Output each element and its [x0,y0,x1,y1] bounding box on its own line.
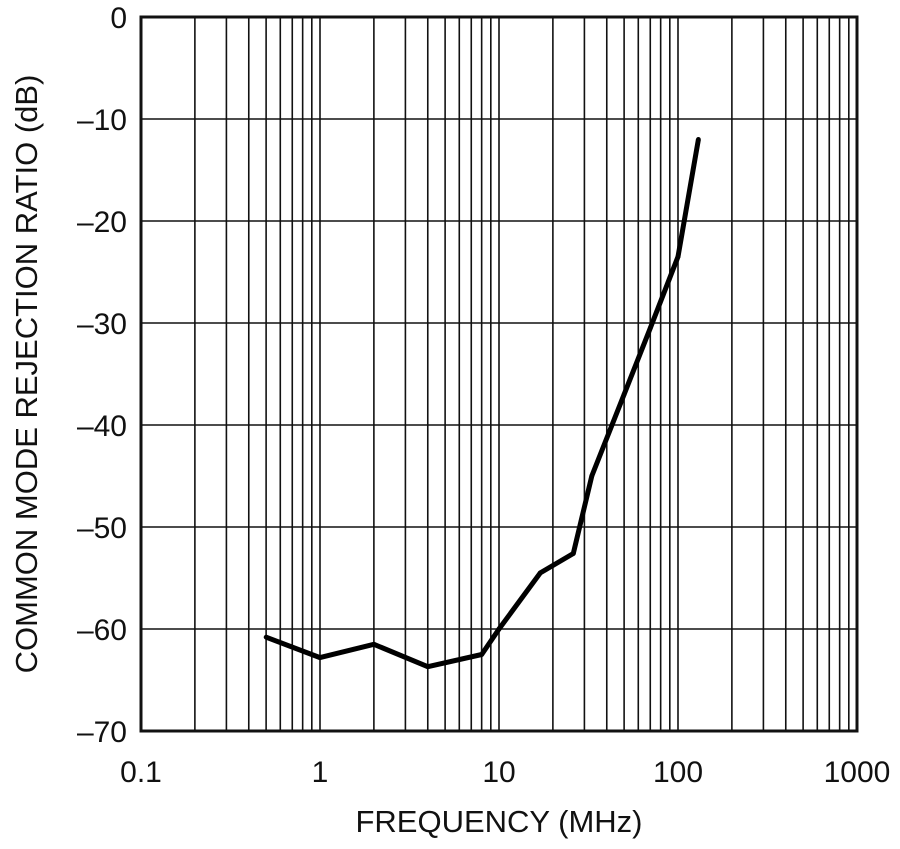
series-group [263,137,701,670]
data-point [537,570,543,576]
y-tick-label: –30 [77,308,127,341]
data-point [263,634,269,640]
data-point [621,392,627,397]
plot-frame [139,15,859,733]
x-axis-title: FREQUENCY (MHz) [355,804,642,839]
data-point [479,652,485,657]
y-tick-label: –40 [77,410,127,443]
y-axis-title: COMMON MODE REJECTION RATIO (dB) [9,75,44,674]
y-tick-label: –70 [77,716,127,749]
y-tick-label: –50 [77,512,127,545]
data-point [647,325,653,331]
data-point [317,655,323,660]
y-tick-label: –20 [77,206,127,239]
y-tick-label: –60 [77,614,127,647]
data-point [675,254,681,260]
x-tick-label: 10 [482,756,515,789]
x-tick-label: 100 [653,756,703,789]
y-tick-label: 0 [110,2,127,35]
data-point [496,626,502,632]
data-point [570,551,576,556]
tick-labels: 0.1 1 10 100 1000 0 –10 –20 –30 –40 –50 –60 –70 [77,2,890,789]
x-tick-label: 1 [312,756,329,789]
data-point [695,137,701,142]
y-tick-label: –10 [77,104,127,137]
grid [141,17,857,731]
x-tick-label: 0.1 [120,756,162,789]
data-point [371,641,377,647]
data-point [589,473,595,479]
data-point [425,664,431,670]
x-tick-label: 1000 [824,756,891,789]
